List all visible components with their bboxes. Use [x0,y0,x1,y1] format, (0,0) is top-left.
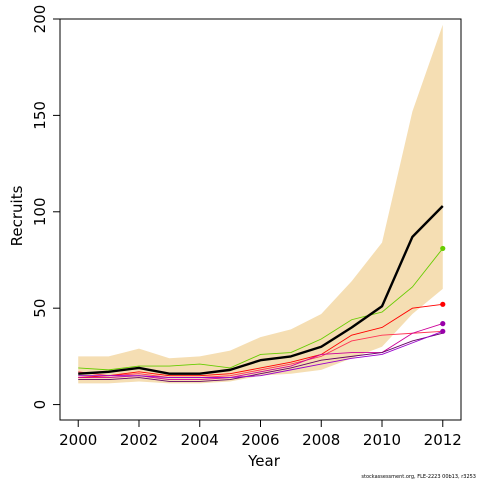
x-tick-label-2004: 2004 [181,431,219,449]
band-area [78,24,443,384]
y-tick-label-0: 0 [31,400,49,410]
y-tick-label-100: 100 [31,197,49,226]
series-lines [78,248,444,382]
x-tick-label-2008: 2008 [302,431,340,449]
endpoint-markers [440,245,446,334]
x-tick-label-2000: 2000 [59,431,97,449]
series-line-5 [78,332,443,382]
series-line-1 [78,248,444,371]
confidence-band [78,24,443,384]
endpoint-marker-4 [440,328,446,334]
median-series-line [78,205,444,375]
series-line-3 [78,330,443,379]
footnote: stockassessment.org, FLE-2223 00b13, r32… [361,474,476,480]
y-tick-label-200: 200 [31,5,49,34]
endpoint-marker-2 [440,301,446,307]
x-axis: 2000 2002 2004 2006 2008 2010 2012 [59,420,462,449]
y-axis-title: Recruits [8,185,26,246]
series-line-6 [78,330,443,379]
x-tick-label-2012: 2012 [424,431,462,449]
endpoint-marker-1 [440,245,446,252]
x-axis-title: Year [247,452,281,470]
series-line-2 [78,303,443,379]
y-tick-label-50: 50 [31,299,49,318]
median-line [78,205,444,375]
x-tick-label-2010: 2010 [363,431,401,449]
y-axis: 0 50 100 150 200 [31,5,60,410]
y-tick-label-150: 150 [31,101,49,130]
x-tick-label-2002: 2002 [120,431,158,449]
x-tick-label-2006: 2006 [241,431,279,449]
endpoint-marker-3 [440,321,446,327]
